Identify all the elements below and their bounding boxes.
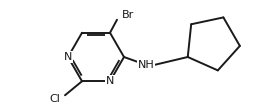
Text: N: N — [106, 76, 114, 86]
Text: NH: NH — [138, 60, 154, 70]
Text: Br: Br — [122, 10, 134, 20]
Text: Cl: Cl — [49, 94, 60, 104]
Text: N: N — [64, 52, 72, 62]
